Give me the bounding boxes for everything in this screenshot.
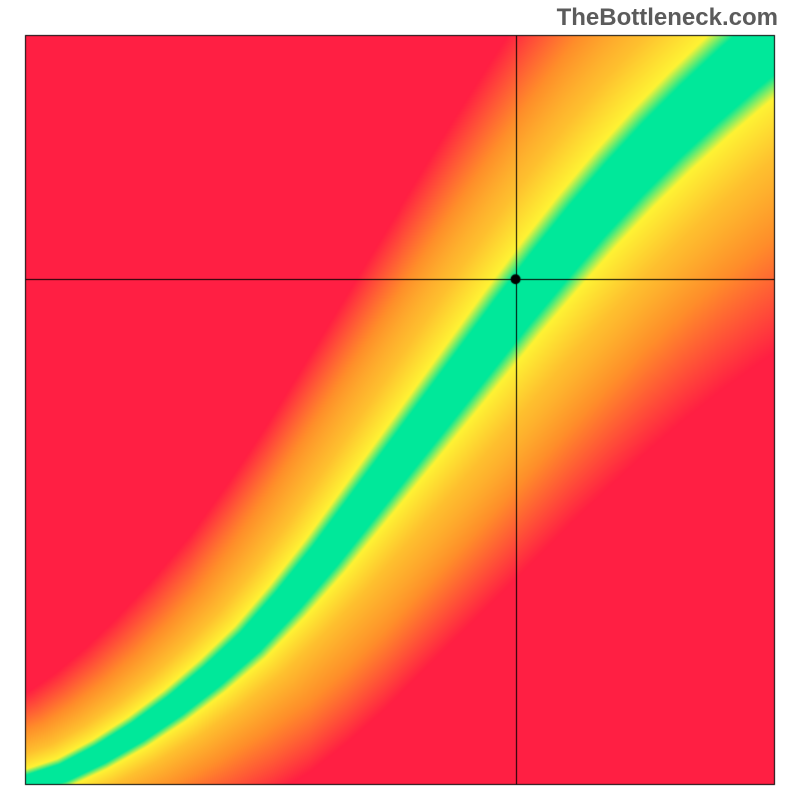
bottleneck-heatmap [0, 0, 800, 800]
chart-container: TheBottleneck.com [0, 0, 800, 800]
watermark-text: TheBottleneck.com [557, 4, 778, 32]
